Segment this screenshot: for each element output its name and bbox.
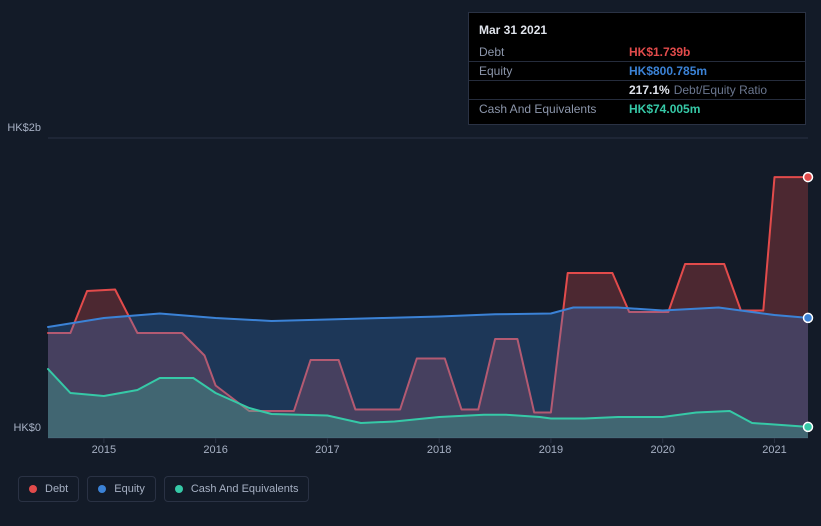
tooltip-row-label: Cash And Equivalents: [479, 102, 629, 116]
x-tick: 2016: [203, 444, 227, 456]
series-marker-debt: [804, 173, 813, 182]
x-tick: 2021: [762, 444, 786, 456]
x-tick: 2015: [92, 444, 116, 456]
chart-svg: [0, 120, 821, 460]
legend-item-equity[interactable]: Equity: [87, 476, 156, 502]
tooltip-row-label: Debt: [479, 45, 629, 59]
legend-item-cash[interactable]: Cash And Equivalents: [164, 476, 310, 502]
tooltip-row-value: HK$74.005m: [629, 102, 700, 116]
series-marker-equity: [804, 313, 813, 322]
tooltip-row: DebtHK$1.739b: [469, 43, 805, 62]
legend-item-debt[interactable]: Debt: [18, 476, 79, 502]
series-marker-cash: [804, 422, 813, 431]
tooltip-row-suffix: Debt/Equity Ratio: [674, 83, 767, 97]
chart-tooltip: Mar 31 2021 DebtHK$1.739bEquityHK$800.78…: [468, 12, 806, 125]
legend: Debt Equity Cash And Equivalents: [18, 476, 309, 502]
x-tick: 2018: [427, 444, 451, 456]
legend-dot-icon: [98, 485, 106, 493]
tooltip-row: Cash And EquivalentsHK$74.005m: [469, 100, 805, 118]
financials-chart-container: { "chart": { "type": "area", "background…: [0, 0, 821, 526]
legend-item-label: Debt: [45, 483, 68, 495]
tooltip-row-value: 217.1%Debt/Equity Ratio: [629, 83, 767, 97]
x-tick: 2017: [315, 444, 339, 456]
tooltip-row-label: Equity: [479, 64, 629, 78]
x-axis: 2015 2016 2017 2018 2019 2020 2021: [48, 444, 808, 464]
legend-dot-icon: [29, 485, 37, 493]
legend-item-label: Equity: [114, 483, 145, 495]
legend-dot-icon: [175, 485, 183, 493]
tooltip-date: Mar 31 2021: [469, 19, 805, 43]
tooltip-row-value: HK$800.785m: [629, 64, 707, 78]
x-tick: 2019: [539, 444, 563, 456]
legend-item-label: Cash And Equivalents: [191, 483, 299, 495]
x-tick: 2020: [650, 444, 674, 456]
tooltip-row: 217.1%Debt/Equity Ratio: [469, 81, 805, 100]
chart-plot-area[interactable]: [0, 120, 821, 460]
tooltip-row-value: HK$1.739b: [629, 45, 690, 59]
tooltip-row: EquityHK$800.785m: [469, 62, 805, 81]
tooltip-row-label: [479, 83, 629, 97]
